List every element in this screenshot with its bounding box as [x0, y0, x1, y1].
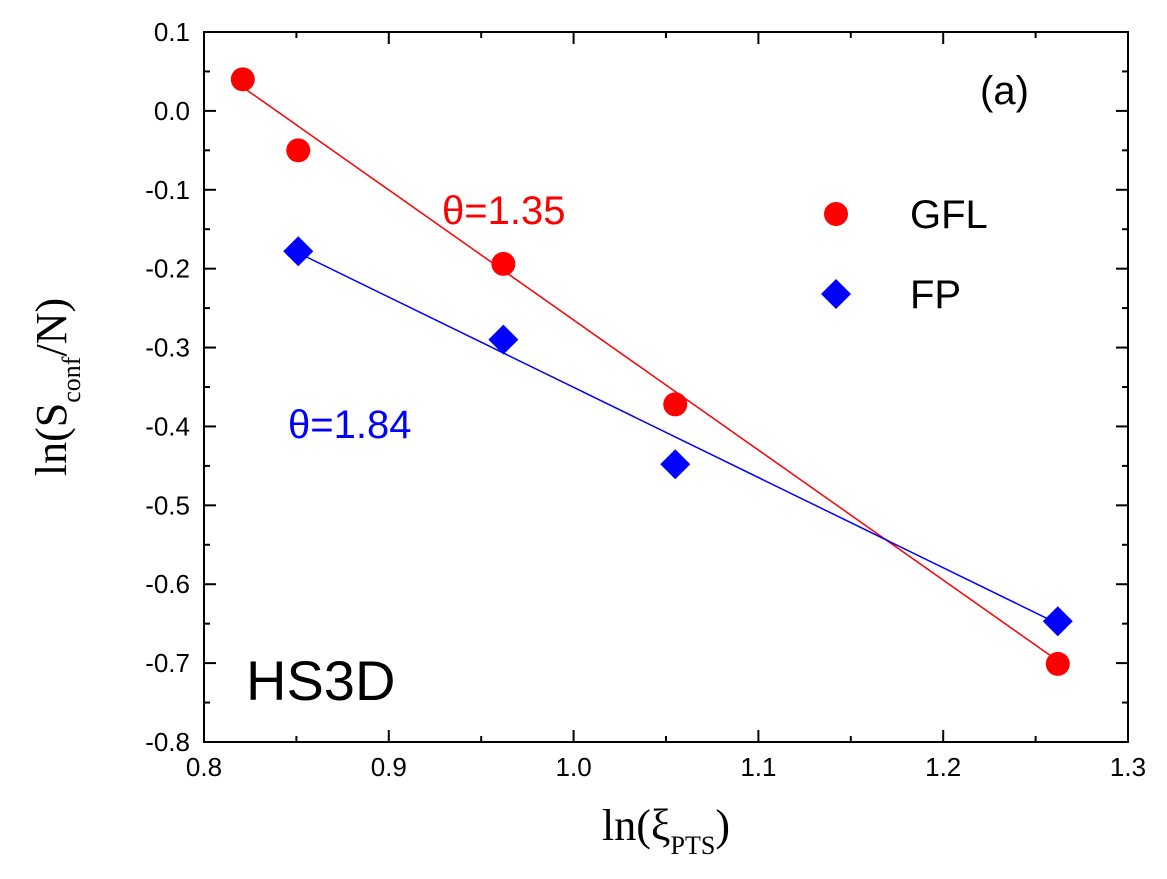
x-axis-title: ln(ξPTS)	[602, 801, 730, 860]
panel-label: (a)	[980, 69, 1029, 113]
x-tick-label: 1.0	[556, 752, 592, 782]
plot-frame	[203, 31, 1129, 743]
data-point-fp	[1042, 606, 1073, 637]
data-point-gfl	[230, 67, 255, 92]
data-point-gfl	[286, 138, 311, 163]
y-tick-label: -0.3	[145, 333, 190, 363]
x-tick-label: 1.2	[925, 752, 961, 782]
theta-annotation-gfl: θ=1.35	[442, 189, 565, 233]
y-tick-label: -0.5	[145, 490, 190, 520]
theta-annotation-fp: θ=1.84	[288, 403, 411, 447]
data-point-fp	[488, 324, 519, 355]
fit-line-fp	[297, 252, 1059, 625]
x-tick-label: 1.3	[1110, 752, 1146, 782]
y-tick-label: -0.8	[145, 727, 190, 757]
fit-lines	[242, 86, 1059, 662]
data-point-fp	[283, 236, 314, 267]
y-axis-title: ln(Sconf/N)	[27, 298, 86, 476]
data-point-gfl	[1045, 651, 1070, 676]
x-tick-label: 0.9	[371, 752, 407, 782]
data-points	[230, 67, 1073, 676]
y-tick-label: -0.7	[145, 648, 190, 678]
y-tick-label: 0.1	[154, 17, 190, 47]
x-tick-label: 1.1	[740, 752, 776, 782]
legend-marker-gfl	[824, 202, 848, 226]
legend-marker-fp	[821, 279, 851, 309]
legend-label-fp: FP	[910, 273, 961, 317]
y-tick-label: -0.2	[145, 254, 190, 284]
y-tick-label: -0.4	[145, 411, 190, 441]
y-tick-label: -0.1	[145, 175, 190, 205]
data-point-fp	[660, 449, 691, 480]
dataset-label: HS3D	[246, 649, 395, 712]
fit-line-gfl	[242, 86, 1059, 662]
y-tick-label: -0.6	[145, 569, 190, 599]
legend-label-gfl: GFL	[910, 193, 988, 237]
legend: GFL FP	[821, 193, 988, 317]
y-tick-label: 0.0	[154, 96, 190, 126]
data-point-gfl	[663, 392, 688, 417]
axis-ticks: 0.8 0.9 1.0 1.1 1.2 1.3 0.1 0.0 -0.1 -0.2 -0.3 -0.4…	[145, 17, 1146, 782]
data-point-gfl	[491, 251, 516, 276]
x-tick-label: 0.8	[186, 752, 222, 782]
